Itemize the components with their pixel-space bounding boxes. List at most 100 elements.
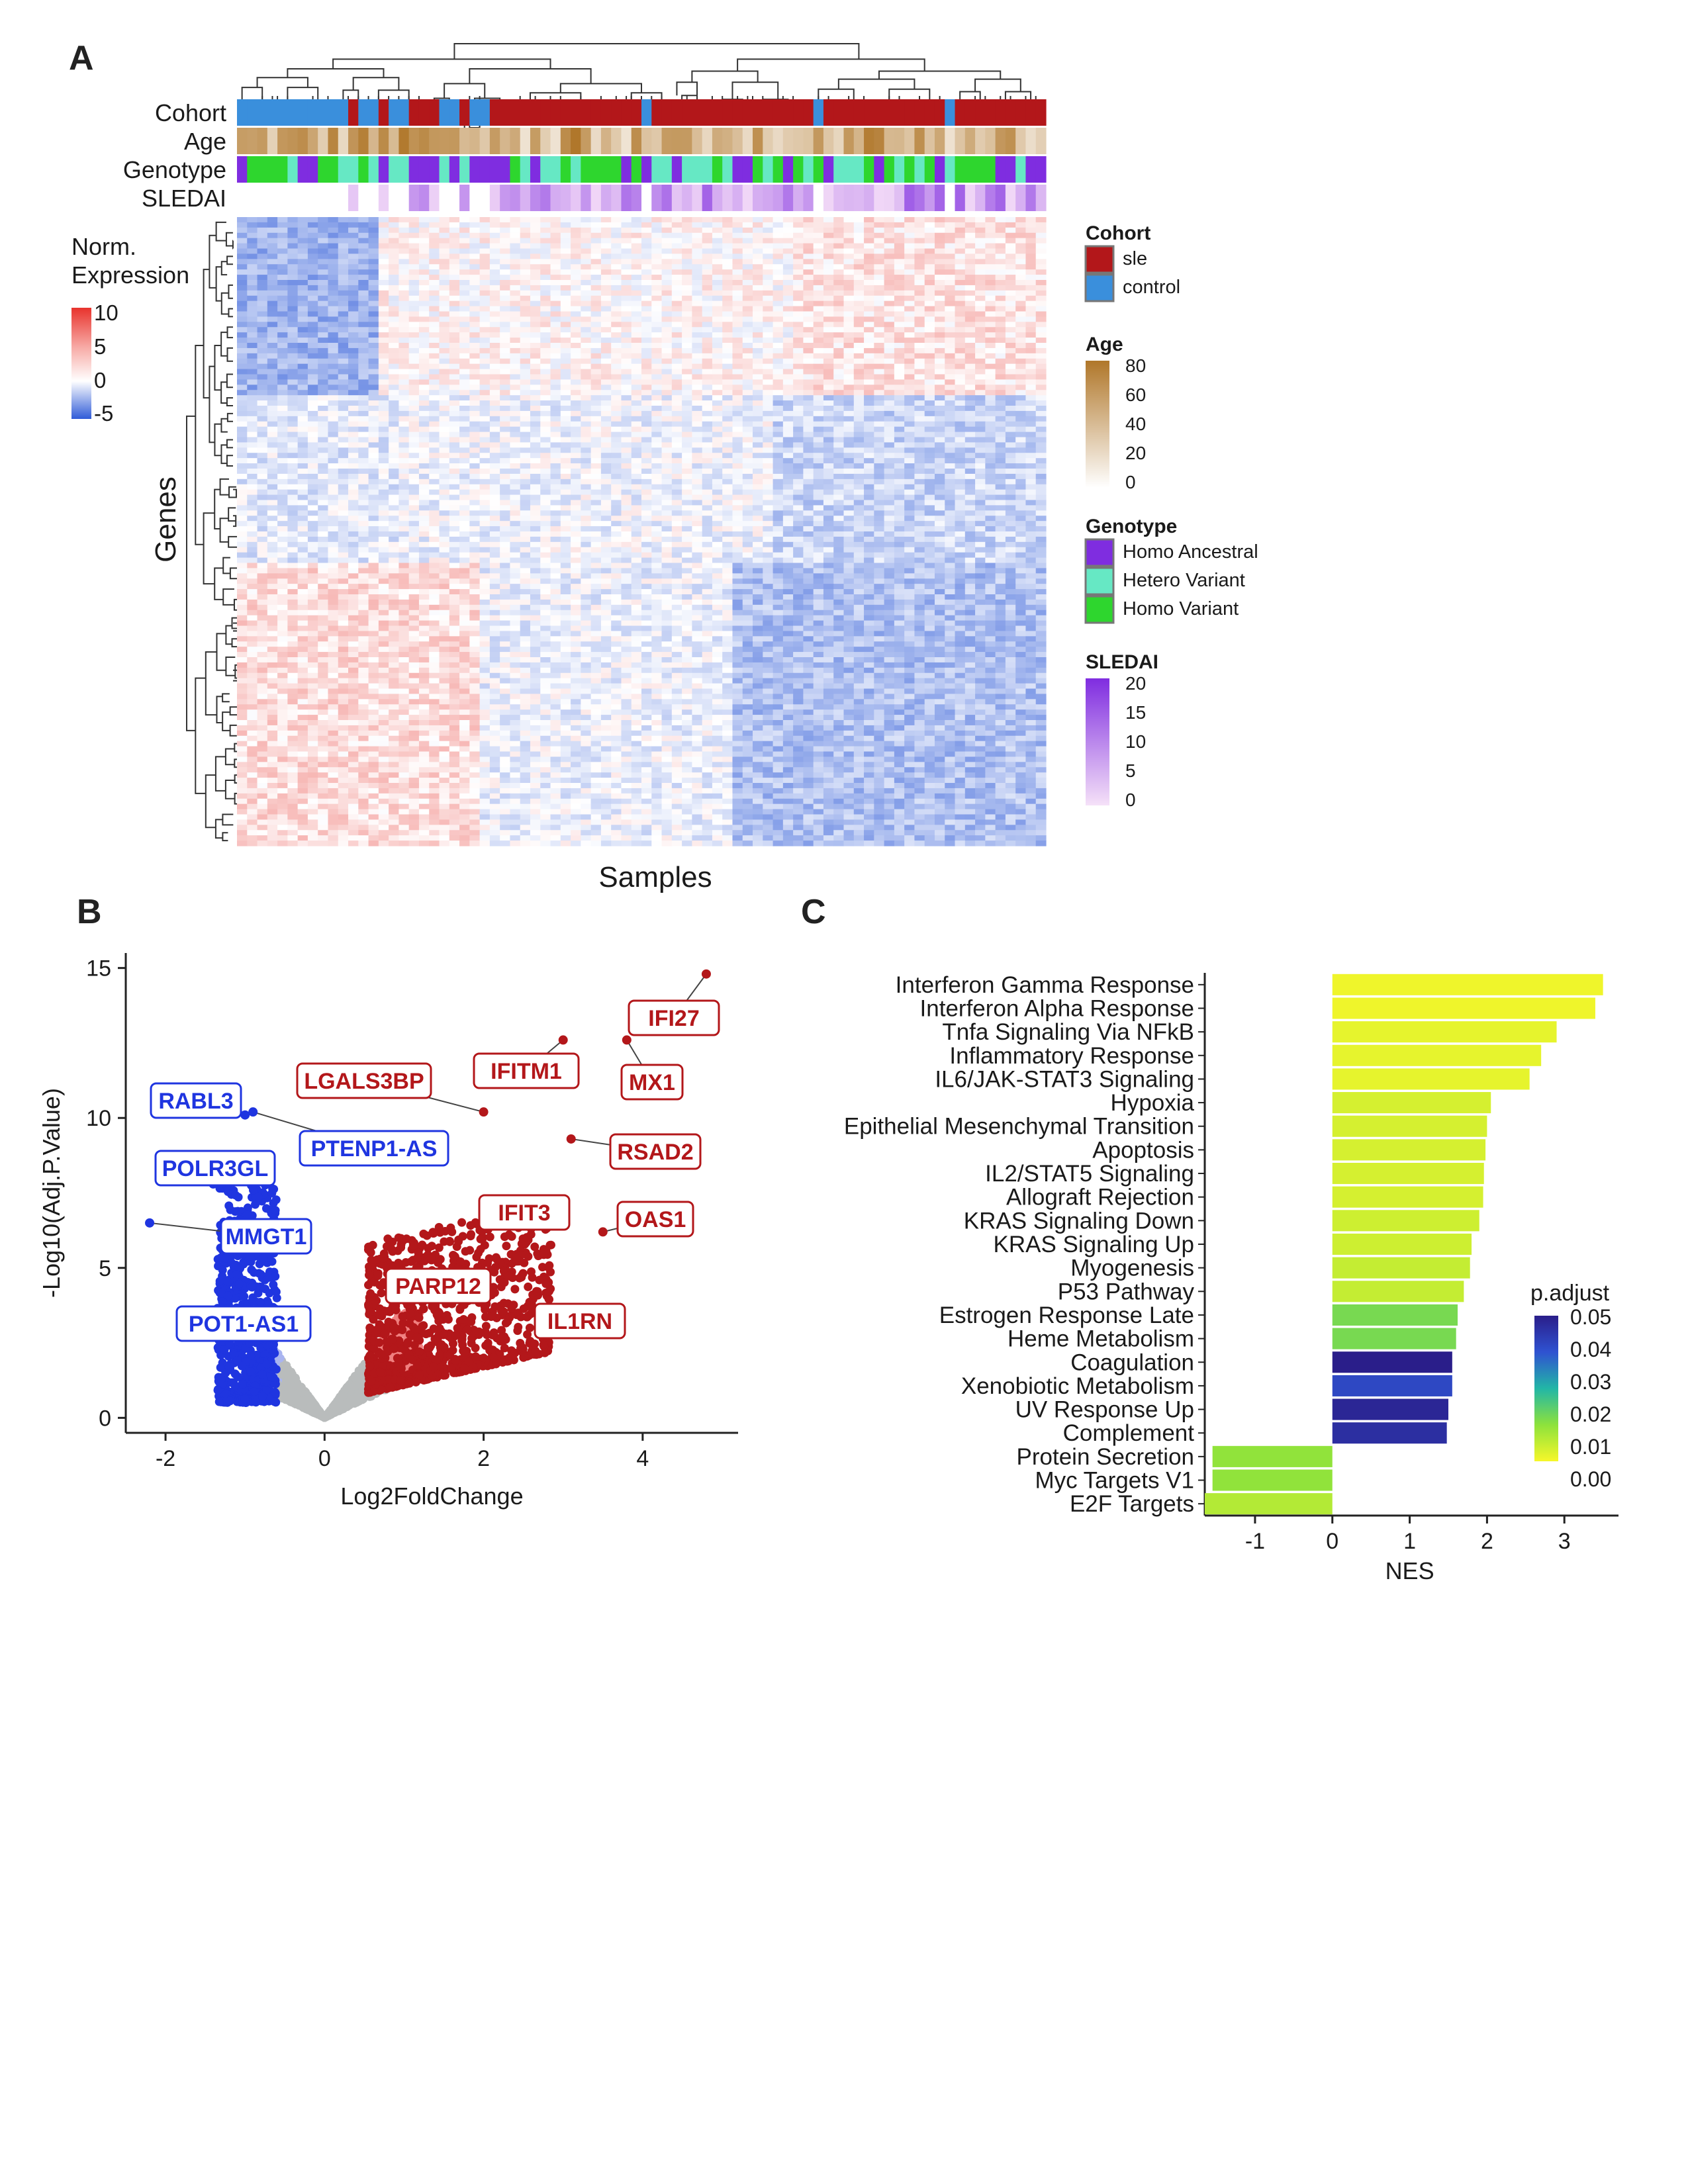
heatmap-cell: [600, 410, 612, 417]
heatmap-cell: [348, 421, 359, 428]
heatmap-cell: [803, 300, 814, 307]
heatmap-cell: [520, 494, 531, 501]
heatmap-cell: [297, 311, 308, 318]
heatmap-cell: [1025, 353, 1037, 359]
heatmap-cell: [489, 343, 500, 349]
heatmap-cell: [874, 306, 885, 312]
sledai-cell: [702, 185, 713, 211]
heatmap-cell: [894, 484, 905, 490]
heatmap-cell: [287, 510, 299, 516]
heatmap-cell: [510, 374, 521, 381]
heatmap-cell: [500, 473, 511, 480]
heatmap-cell: [712, 390, 723, 396]
heatmap-cell: [813, 311, 824, 318]
heatmap-cell: [368, 311, 379, 318]
heatmap-cell: [540, 473, 551, 480]
heatmap-cell: [1025, 463, 1037, 469]
heatmap-cell: [763, 400, 774, 406]
heatmap-cell: [631, 243, 642, 250]
heatmap-cell: [671, 458, 682, 464]
heatmap-cell: [671, 494, 682, 501]
heatmap-cell: [671, 285, 682, 291]
heatmap-cell: [712, 300, 723, 307]
heatmap-cell: [934, 311, 945, 318]
heatmap-cell: [479, 510, 491, 516]
heatmap-cell: [560, 243, 571, 250]
heatmap-cell: [571, 494, 581, 501]
heatmap-cell: [803, 505, 814, 511]
heatmap-cell: [600, 253, 612, 259]
heatmap-cell: [550, 275, 561, 281]
dendrogram-branch: [226, 455, 233, 467]
heatmap-cell: [782, 243, 794, 250]
heatmap-cell: [510, 232, 521, 239]
heatmap-cell: [469, 269, 481, 275]
heatmap-cell: [267, 248, 278, 255]
heatmap-cell: [277, 290, 288, 296]
heatmap-cell: [631, 269, 642, 275]
heatmap-cell: [318, 406, 329, 412]
heatmap-cell: [489, 300, 500, 307]
heatmap-cell: [793, 275, 804, 281]
heatmap-cell: [742, 222, 753, 228]
heatmap-cell: [479, 327, 491, 333]
heatmap-cell: [418, 232, 430, 239]
heatmap-cell: [702, 275, 713, 281]
heatmap-cell: [287, 316, 299, 322]
heatmap-cell: [661, 385, 673, 390]
heatmap-cell: [611, 306, 622, 312]
heatmap-cell: [712, 358, 723, 365]
heatmap-cell: [307, 374, 318, 381]
heatmap-cell: [611, 311, 622, 318]
heatmap-cell: [530, 416, 541, 422]
cohort-cell: [742, 99, 753, 126]
heatmap-cell: [671, 369, 682, 375]
cohort-cell: [550, 99, 561, 126]
heatmap-cell: [833, 295, 845, 302]
cohort-cell: [975, 99, 986, 126]
heatmap-cell: [358, 505, 369, 511]
heatmap-cell: [581, 469, 592, 475]
heatmap-cell: [773, 358, 784, 365]
heatmap-cell: [449, 306, 460, 312]
heatmap-cell: [732, 275, 743, 281]
heatmap-cell: [469, 494, 481, 501]
dendrogram-branch: [222, 588, 234, 606]
heatmap-cell: [934, 285, 945, 291]
heatmap-cell: [408, 358, 420, 365]
heatmap-cell: [318, 453, 329, 459]
heatmap-cell: [1025, 473, 1037, 480]
heatmap-cell: [682, 395, 692, 401]
heatmap-cell: [318, 306, 329, 312]
heatmap-cell: [884, 347, 895, 354]
heatmap-cell: [581, 253, 592, 259]
heatmap-cell: [753, 343, 763, 349]
heatmap-cell: [378, 300, 389, 307]
heatmap-cell: [712, 453, 723, 459]
heatmap-cell: [651, 217, 663, 223]
heatmap-cell: [945, 379, 956, 385]
heatmap-cell: [833, 463, 845, 469]
heatmap-cell: [257, 510, 268, 516]
heatmap-cell: [914, 453, 925, 459]
heatmap-cell: [1015, 327, 1027, 333]
heatmap-cell: [945, 295, 956, 302]
heatmap-cell: [257, 363, 268, 370]
heatmap-cell: [338, 478, 349, 485]
heatmap-cell: [581, 217, 592, 223]
heatmap-cell: [237, 285, 248, 291]
heatmap-cell: [732, 332, 743, 338]
heatmap-cell: [702, 505, 713, 511]
heatmap-cell: [358, 421, 369, 428]
heatmap-cell: [763, 390, 774, 396]
heatmap-cell: [651, 442, 663, 448]
heatmap-cell: [307, 243, 318, 250]
genotype-cell: [459, 156, 470, 183]
heatmap-cell: [813, 447, 824, 453]
heatmap-cell: [995, 400, 1006, 406]
heatmap-cell: [904, 290, 915, 296]
heatmap-cell: [753, 347, 763, 354]
heatmap-cell: [682, 478, 692, 485]
sledai-cell: [793, 185, 804, 211]
